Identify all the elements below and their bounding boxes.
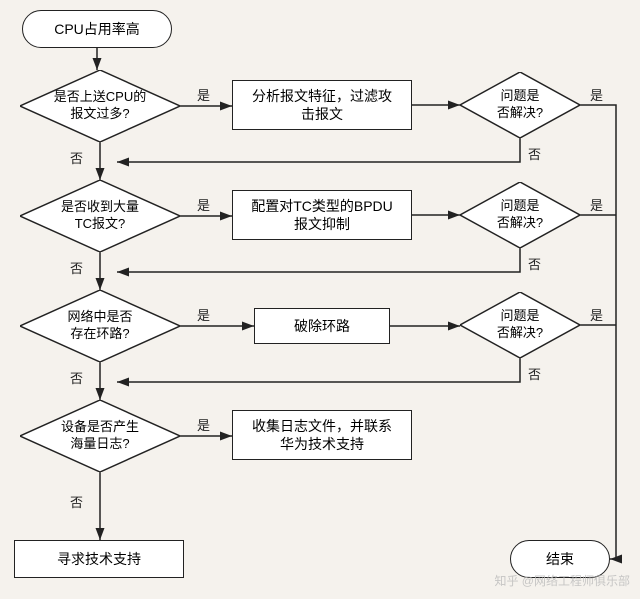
decision-resolved-1-label: 问题是否解决? <box>497 88 543 122</box>
decision-resolved-3: 问题是否解决? <box>460 292 580 358</box>
watermark-text: 知乎 @网络工程师俱乐部 <box>494 572 630 589</box>
flowchart-canvas: CPU占用率高 是否上送CPU的报文过多? 分析报文特征，过滤攻击报文 问题是否… <box>0 0 640 599</box>
label-r2-no: 否 <box>528 254 541 273</box>
label-d4-no: 否 <box>70 492 83 511</box>
decision-tc-packets: 是否收到大量TC报文? <box>20 180 180 252</box>
process-analyze-packets: 分析报文特征，过滤攻击报文 <box>232 80 412 130</box>
start-terminal: CPU占用率高 <box>22 10 172 48</box>
decision-resolved-2-label: 问题是否解决? <box>497 198 543 232</box>
process-analyze-packets-label: 分析报文特征，过滤攻击报文 <box>252 87 392 123</box>
decision-resolved-2: 问题是否解决? <box>460 182 580 248</box>
process-seek-support-label: 寻求技术支持 <box>57 550 141 568</box>
label-r3-yes: 是 <box>590 305 603 324</box>
start-label: CPU占用率高 <box>54 21 140 38</box>
label-r2-yes: 是 <box>590 195 603 214</box>
process-bpdu-suppress-label: 配置对TC类型的BPDU报文抑制 <box>251 197 393 233</box>
decision-resolved-3-label: 问题是否解决? <box>497 308 543 342</box>
label-d1-yes: 是 <box>197 85 210 104</box>
process-break-loop-label: 破除环路 <box>294 317 350 335</box>
label-d4-yes: 是 <box>197 415 210 434</box>
label-d2-no: 否 <box>70 258 83 277</box>
label-r1-no: 否 <box>528 144 541 163</box>
decision-loop-exists: 网络中是否存在环路? <box>20 290 180 362</box>
label-r1-yes: 是 <box>590 85 603 104</box>
label-d3-no: 否 <box>70 368 83 387</box>
label-d3-yes: 是 <box>197 305 210 324</box>
process-collect-logs-label: 收集日志文件，并联系华为技术支持 <box>252 417 392 453</box>
label-r3-no: 否 <box>528 364 541 383</box>
decision-tc-packets-label: 是否收到大量TC报文? <box>61 199 139 233</box>
decision-massive-logs: 设备是否产生海量日志? <box>20 400 180 472</box>
process-collect-logs: 收集日志文件，并联系华为技术支持 <box>232 410 412 460</box>
decision-loop-exists-label: 网络中是否存在环路? <box>67 309 132 343</box>
decision-resolved-1: 问题是否解决? <box>460 72 580 138</box>
decision-cpu-upload: 是否上送CPU的报文过多? <box>20 70 180 142</box>
process-bpdu-suppress: 配置对TC类型的BPDU报文抑制 <box>232 190 412 240</box>
process-break-loop: 破除环路 <box>254 308 390 344</box>
process-seek-support: 寻求技术支持 <box>14 540 184 578</box>
decision-cpu-upload-label: 是否上送CPU的报文过多? <box>54 89 146 123</box>
label-d2-yes: 是 <box>197 195 210 214</box>
decision-massive-logs-label: 设备是否产生海量日志? <box>61 419 139 453</box>
end-label: 结束 <box>546 551 574 568</box>
label-d1-no: 否 <box>70 148 83 167</box>
